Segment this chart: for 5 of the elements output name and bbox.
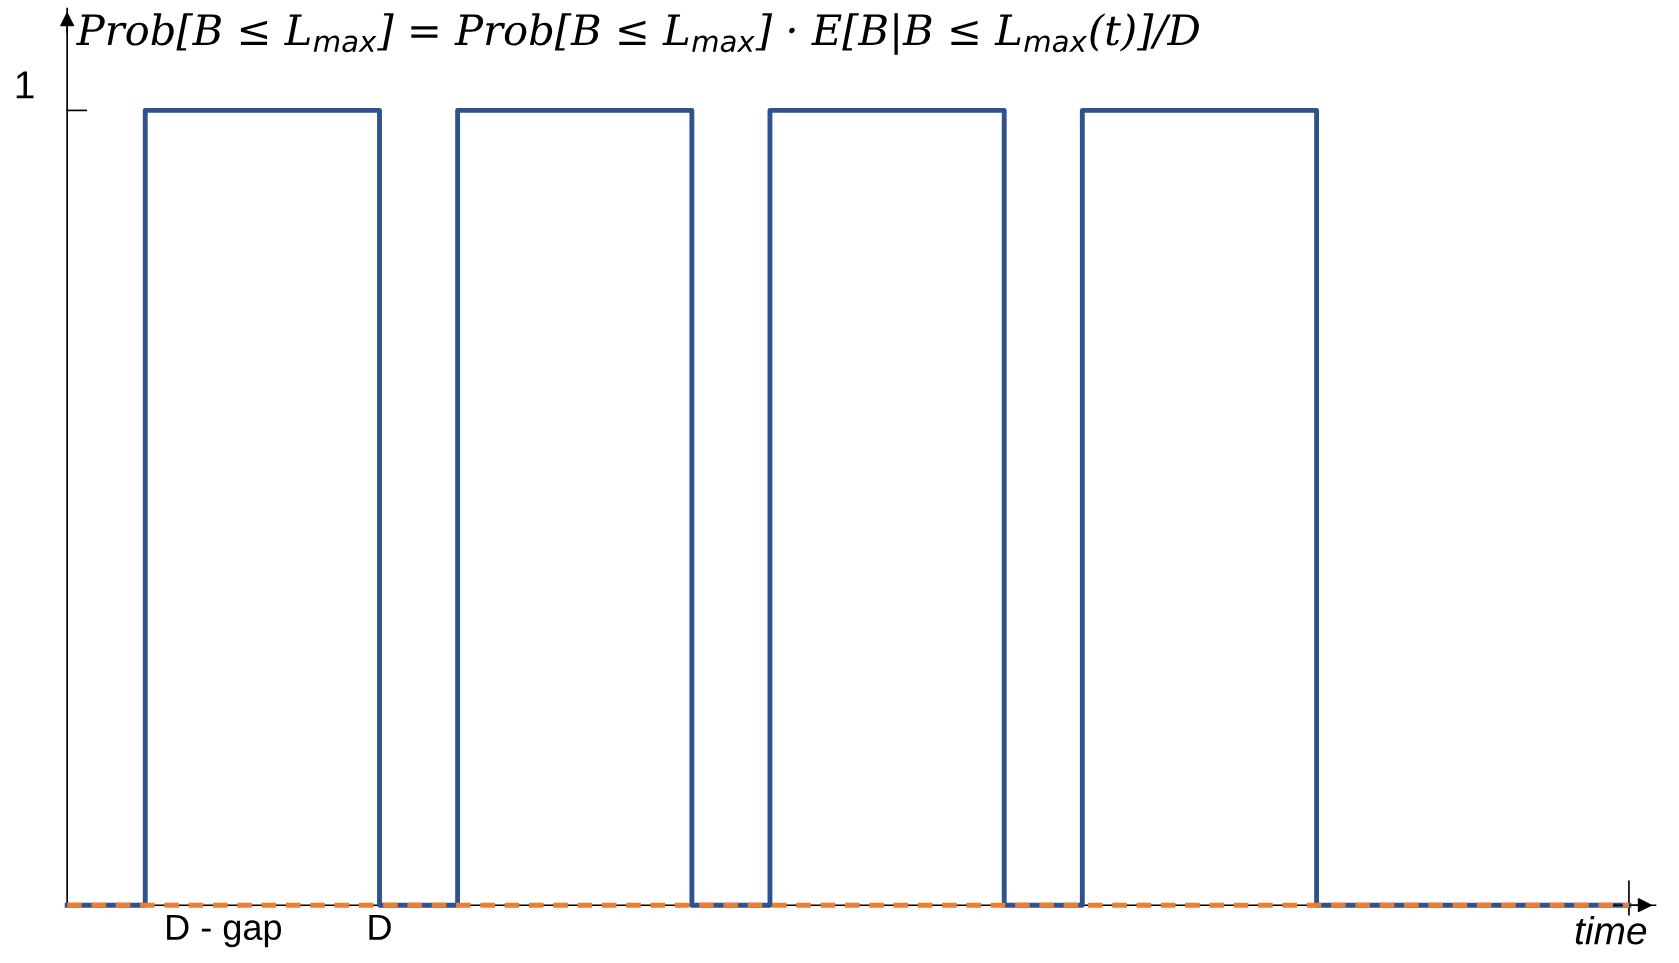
text: 1 <box>16 71 34 99</box>
x-tick-label: D - gap <box>167 914 282 948</box>
chart-title: Prob[B ≤ L$_{max}$] = Prob[B ≤ L$_{max}$] · E[B|B ≤ L$_{max}$(t)]/D <box>76 13 1199 55</box>
x-axis-title: time <box>1575 915 1647 945</box>
x-tick-label: D <box>369 914 391 940</box>
